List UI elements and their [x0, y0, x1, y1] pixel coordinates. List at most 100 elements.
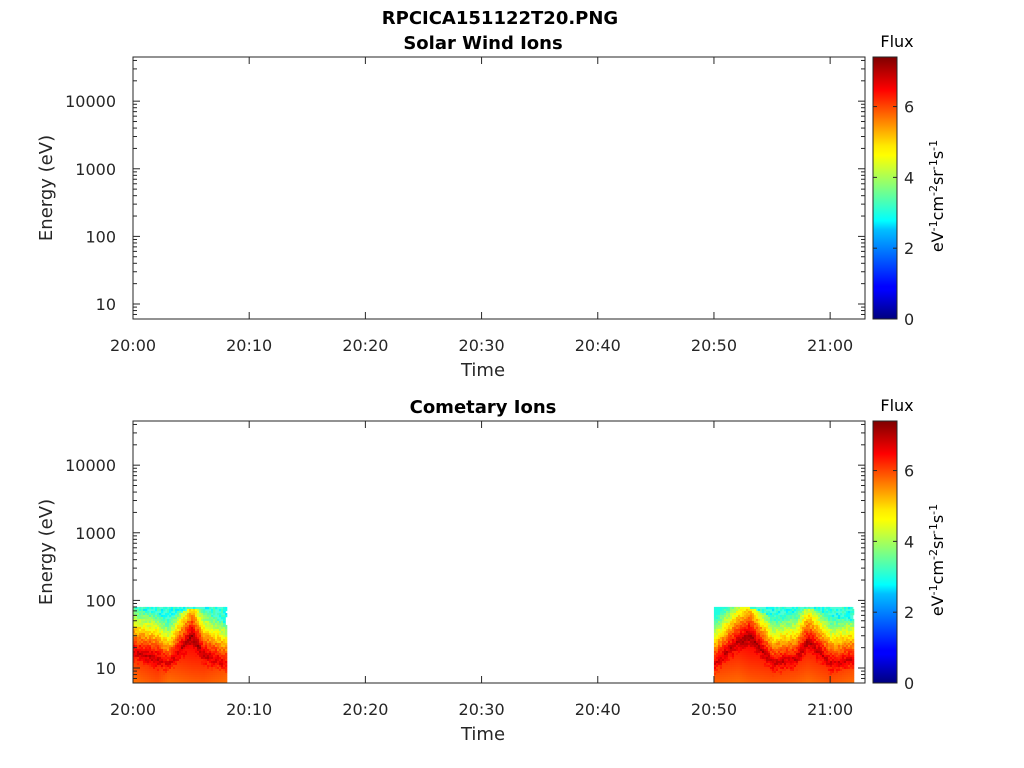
flux-cell [723, 664, 727, 668]
flux-cell [159, 638, 162, 642]
flux-cell [153, 662, 156, 666]
flux-cell [809, 624, 813, 628]
flux-cell [787, 628, 791, 632]
flux-cell [179, 678, 182, 682]
flux-cell [223, 678, 226, 682]
flux-cell [729, 606, 733, 610]
flux-cell [799, 648, 803, 652]
flux-cell [837, 664, 841, 668]
flux-cell [785, 644, 789, 648]
flux-cell [745, 606, 749, 610]
flux-cell [147, 606, 150, 610]
flux-cell [727, 648, 731, 652]
flux-cell [185, 644, 188, 648]
flux-cell [749, 678, 753, 682]
flux-cell [751, 650, 755, 654]
flux-cell [201, 662, 204, 666]
flux-cell [137, 668, 140, 672]
flux-cell [167, 676, 170, 680]
flux-cell [171, 630, 174, 634]
flux-cell [725, 656, 729, 660]
flux-cell [135, 678, 138, 682]
flux-cell [803, 624, 807, 628]
flux-cell [765, 628, 769, 632]
flux-cell [753, 654, 757, 658]
flux-cell [145, 642, 148, 646]
flux-cell [175, 654, 178, 658]
flux-cell [735, 678, 739, 682]
flux-cell [749, 614, 753, 618]
flux-cell [749, 660, 753, 664]
flux-cell [827, 666, 831, 670]
flux-cell [841, 662, 845, 666]
flux-cell [849, 652, 853, 656]
flux-cell [751, 636, 755, 640]
flux-cell [719, 678, 723, 682]
flux-cell [179, 658, 182, 662]
flux-cell [767, 656, 771, 660]
flux-cell [207, 664, 210, 668]
flux-cell [769, 676, 773, 680]
flux-cell [815, 636, 819, 640]
flux-cell [779, 652, 783, 656]
flux-cell [843, 630, 847, 634]
flux-cell [795, 618, 799, 622]
flux-cell [739, 670, 743, 674]
flux-cell [847, 678, 851, 682]
flux-cell [733, 654, 737, 658]
flux-cell [827, 626, 831, 630]
flux-cell [747, 648, 751, 652]
flux-cell [177, 616, 180, 620]
flux-cell [743, 634, 747, 638]
flux-cell [833, 662, 837, 666]
flux-cell [819, 632, 823, 636]
flux-cell [827, 622, 831, 626]
flux-cell [189, 610, 192, 614]
flux-cell [753, 662, 757, 666]
flux-cell [195, 668, 198, 672]
flux-cell [133, 674, 136, 678]
flux-cell [775, 606, 779, 610]
flux-cell [823, 630, 827, 634]
flux-cell [843, 642, 847, 646]
flux-cell [803, 616, 807, 620]
flux-cell [803, 628, 807, 632]
flux-cell [155, 662, 158, 666]
colorbar-label: eV-1cm-2sr-1s-1 [927, 140, 948, 252]
flux-cell [833, 626, 837, 630]
flux-cell [817, 674, 821, 678]
flux-cell [739, 610, 743, 614]
flux-cell [803, 660, 807, 664]
flux-cell [729, 662, 733, 666]
flux-cell [153, 650, 156, 654]
flux-cell [761, 642, 765, 646]
flux-cell [845, 630, 849, 634]
flux-cell [735, 620, 739, 624]
flux-cell [175, 664, 178, 668]
x-axis-label: Time [460, 360, 505, 381]
flux-cell [223, 658, 226, 662]
flux-cell [787, 624, 791, 628]
flux-cell [185, 646, 188, 650]
flux-cell [775, 636, 779, 640]
flux-cell [731, 676, 735, 680]
flux-cell [159, 648, 162, 652]
flux-cell [215, 678, 218, 682]
flux-cell [219, 680, 222, 683]
flux-cell [751, 642, 755, 646]
flux-cell [151, 652, 154, 656]
flux-cell [171, 658, 174, 662]
flux-cell [715, 650, 719, 654]
flux-cell [817, 614, 821, 618]
flux-cell [205, 678, 208, 682]
flux-cell [165, 660, 168, 664]
flux-cell [715, 634, 719, 638]
flux-cell [829, 618, 833, 622]
flux-cell [753, 648, 757, 652]
flux-cell [771, 644, 775, 648]
flux-cell [205, 606, 208, 610]
flux-cell [783, 632, 787, 636]
flux-cell [159, 640, 162, 644]
flux-cell [217, 622, 220, 626]
